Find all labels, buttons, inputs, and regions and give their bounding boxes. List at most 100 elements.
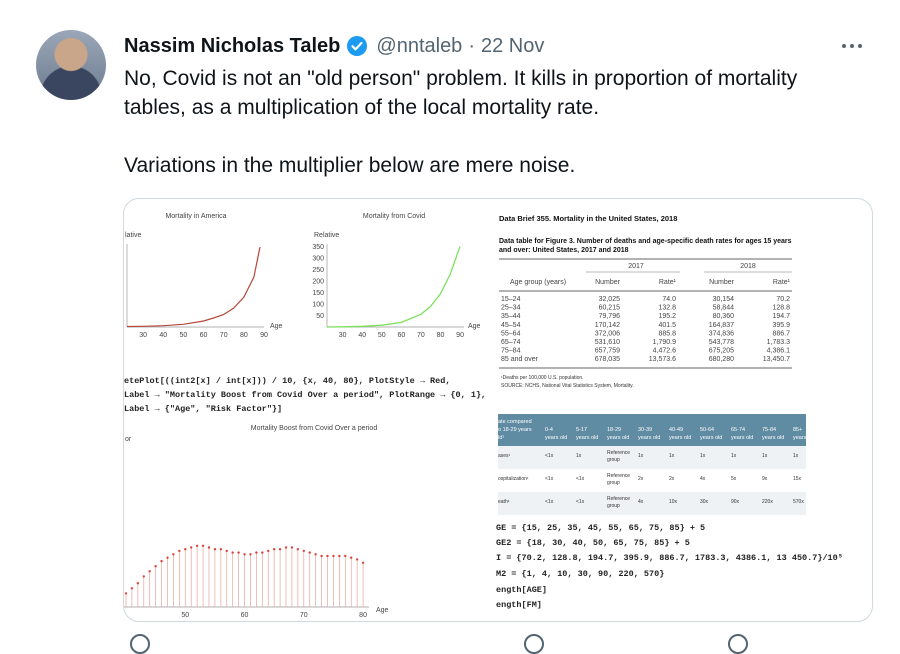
- table-cell: 15x: [793, 476, 802, 482]
- table-column-header: years old: [576, 435, 598, 441]
- column-header: Number: [595, 279, 621, 286]
- table-cell: 79,796: [599, 313, 621, 320]
- table-column-header: 65-74: [731, 427, 745, 433]
- table-cell: 164,837: [709, 322, 734, 329]
- table-column-header: 50-64: [700, 427, 714, 433]
- data-point: [136, 582, 140, 585]
- table-cell: 657,759: [595, 348, 620, 355]
- data-point: [124, 592, 128, 595]
- table-cell: 1x: [638, 453, 644, 459]
- like-icon[interactable]: [524, 634, 544, 654]
- code-block-bottom: GE = {15, 25, 35, 45, 55, 65, 75, 85} + …: [496, 523, 843, 610]
- tweet-header: Nassim Nicholas Taleb @nntaleb · 22 Nov: [124, 32, 544, 60]
- table-cell: 30x: [700, 499, 709, 505]
- table-column-header: years old: [793, 435, 815, 441]
- data-point: [338, 554, 341, 558]
- table-cell: 10x: [669, 499, 678, 505]
- reply-icon[interactable]: [130, 634, 150, 654]
- data-point: [284, 546, 288, 549]
- more-options-icon[interactable]: [842, 40, 870, 52]
- table-header-label: ld¹: [498, 435, 504, 441]
- x-tick-label: 40: [358, 332, 366, 339]
- table-cell: 1x: [700, 453, 706, 459]
- data-point: [314, 553, 317, 556]
- x-tick-label: 60: [397, 332, 405, 339]
- data-point: [219, 548, 223, 551]
- x-tick-label: 60: [241, 612, 249, 619]
- data-point: [130, 587, 134, 590]
- avatar[interactable]: [36, 30, 106, 100]
- brief-subtitle: and over: United States, 2017 and 2018: [499, 247, 629, 254]
- table-cell: 9x: [762, 476, 768, 482]
- table-cell: 128.8: [772, 305, 790, 312]
- table-cell: 90x: [731, 499, 740, 505]
- x-tick-label: 50: [180, 332, 188, 339]
- author-handle[interactable]: @nntaleb: [376, 34, 463, 57]
- share-icon[interactable]: [728, 634, 748, 654]
- axis-label-x: Age: [270, 323, 283, 330]
- table-cell: 680,280: [709, 356, 734, 363]
- data-point: [332, 554, 335, 558]
- data-point: [154, 565, 157, 568]
- data-point: [296, 548, 300, 551]
- author-name[interactable]: Nassim Nicholas Taleb: [124, 34, 341, 57]
- y-tick-label: 50: [316, 313, 324, 320]
- table-cell: 70.2: [776, 296, 790, 303]
- table-cell: 4x: [700, 476, 706, 482]
- table-cell: 1x: [793, 453, 799, 459]
- table-cell: 885.8: [658, 330, 676, 337]
- table-column-header: 75-84: [762, 427, 776, 433]
- chart-title: Mortality in America: [165, 213, 226, 220]
- axis-label-x: Age: [468, 323, 481, 330]
- data-point: [320, 554, 323, 558]
- table-cell: 395.9: [772, 322, 790, 329]
- y-tick-label: 150: [312, 290, 324, 297]
- footnote: ¹Deaths per 100,000 U.S. population.: [501, 375, 584, 381]
- table-cell: <1x: [545, 453, 554, 459]
- x-tick-label: 70: [300, 612, 308, 619]
- table-cell: 194.7: [772, 313, 790, 320]
- table-cell: 678,035: [595, 356, 620, 363]
- table-cell: 32,025: [599, 296, 621, 303]
- column-header: Rate¹: [659, 279, 677, 286]
- table-column-header: years old: [607, 435, 629, 441]
- table-cell: 1,783.3: [767, 339, 790, 346]
- x-tick-label: 40: [159, 332, 167, 339]
- data-point: [326, 554, 329, 558]
- y-tick-label: 300: [312, 255, 324, 262]
- table-cell: Reference: [607, 473, 630, 479]
- table-cell: 675,205: [709, 348, 734, 355]
- data-point: [255, 551, 258, 554]
- table-column-header: years old: [545, 435, 567, 441]
- table-cell: 80,360: [713, 313, 735, 320]
- table-cell: 374,836: [709, 330, 734, 337]
- data-point: [201, 544, 205, 547]
- data-point: [243, 553, 246, 556]
- x-tick-label: 90: [456, 332, 464, 339]
- table-column-header: years old: [669, 435, 691, 441]
- table-cell: 4,386.1: [767, 348, 790, 355]
- table-cell: Reference: [607, 450, 630, 456]
- x-tick-label: 80: [359, 612, 367, 619]
- table-cell: 570x: [793, 499, 804, 505]
- data-point: [184, 548, 187, 551]
- table-cell: 4,472.6: [653, 348, 676, 355]
- data-point: [344, 554, 347, 558]
- code-line: Label → {"Age", "Risk Factor"}]: [124, 404, 282, 414]
- table-cell: 74.0: [662, 296, 676, 303]
- y-tick-label: 100: [312, 301, 324, 308]
- series-line: [126, 246, 261, 328]
- attached-image[interactable]: Mortality in America lative 30 40 50 60 70 80…: [123, 198, 873, 622]
- table-cell: 13,450.7: [763, 356, 790, 363]
- x-tick-label: 50: [181, 612, 189, 619]
- table-cell: 5x: [731, 476, 737, 482]
- table-cell: 1,790.9: [653, 339, 676, 346]
- table-cell: 132.8: [658, 305, 676, 312]
- table-cell: group: [607, 503, 620, 509]
- chart-mortality-covid: Mortality from Covid Relative 350 300 250 2…: [312, 213, 480, 339]
- tweet-date[interactable]: 22 Nov: [480, 34, 545, 57]
- code-line: etePlot[((int2[x] / int[x])) / 10, {x, 4…: [124, 376, 450, 386]
- data-point: [267, 549, 270, 553]
- brief-subtitle: Data table for Figure 3. Number of death…: [499, 238, 792, 245]
